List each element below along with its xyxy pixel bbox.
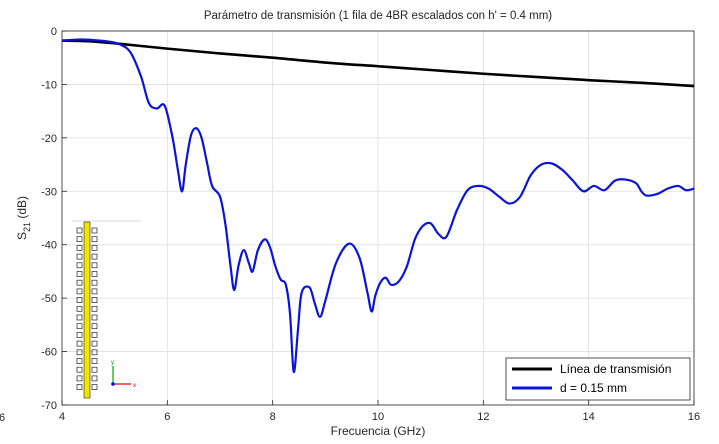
y-tick-label: -20	[41, 133, 57, 145]
inset-resonator	[91, 245, 98, 251]
inset-axis-x-label: x	[133, 383, 136, 389]
inset-resonator	[76, 366, 83, 373]
inset-resonator	[91, 305, 98, 312]
y-tick-label: -50	[41, 293, 57, 305]
series-line-1	[61, 38, 695, 373]
left-clip-label: 6	[0, 412, 5, 424]
inset-resonator	[91, 349, 98, 356]
inset-resonator	[91, 236, 98, 243]
inset-resonator	[76, 375, 83, 382]
grid	[61, 30, 695, 406]
inset-resonator	[91, 332, 98, 338]
x-tick-label: 4	[59, 411, 65, 423]
structure-inset: xy	[72, 220, 141, 399]
x-axis-label: Frecuencia (GHz)	[331, 424, 426, 438]
y-tick-label: -60	[41, 347, 57, 359]
inset-resonator	[76, 297, 83, 303]
inset-strip	[83, 221, 91, 399]
x-tick-label: 14	[583, 411, 595, 423]
inset-resonator	[91, 297, 98, 303]
inset-axis-y-label: y	[111, 360, 114, 366]
inset-resonator	[76, 349, 83, 356]
x-tick-label: 6	[164, 411, 170, 423]
inset-resonator	[76, 262, 83, 269]
legend: Línea de transmisión d = 0.15 mm	[505, 357, 691, 401]
y-axis-label: S21 (dB)	[15, 196, 32, 240]
y-tick-label: -40	[41, 240, 57, 252]
ticks: 4 6 8 10 12 14 16 0 -10 -20 -30 -40 -50 -60 -70	[41, 26, 700, 423]
inset-resonator	[76, 288, 83, 295]
y-tick-label: -30	[41, 186, 57, 198]
legend-box	[505, 357, 691, 401]
y-tick-label: -70	[41, 400, 57, 412]
series-lines	[61, 38, 695, 373]
inset-resonator	[91, 340, 98, 347]
inset-resonator	[76, 236, 83, 243]
inset-resonator	[91, 375, 98, 382]
chart-title: Parámetro de transmisión (1 fila de 4BR …	[204, 10, 552, 22]
inset-resonator	[76, 279, 83, 286]
inset-resonator	[91, 384, 98, 390]
inset-resonator	[91, 358, 98, 364]
inset-resonator	[76, 271, 83, 277]
inset-resonator	[91, 323, 98, 330]
x-tick-label: 12	[477, 411, 489, 423]
x-tick-label: 8	[270, 411, 276, 423]
y-tick-label: 0	[51, 26, 57, 38]
inset-resonator	[91, 314, 98, 321]
inset-resonator	[76, 314, 83, 321]
inset-resonator	[91, 253, 98, 260]
x-tick-label: 10	[372, 411, 384, 423]
inset-resonator	[76, 227, 83, 234]
inset-resonator	[76, 323, 83, 330]
inset-resonator	[76, 253, 83, 260]
inset-resonator	[76, 332, 83, 338]
inset-axis-z	[111, 382, 115, 386]
inset-resonator	[91, 288, 98, 295]
inset-resonator	[76, 305, 83, 312]
inset-resonator	[76, 245, 83, 251]
inset-resonator	[76, 340, 83, 347]
inset-resonator	[76, 358, 83, 364]
inset-resonator	[91, 262, 98, 269]
legend-label-1: d = 0.15 mm	[560, 381, 627, 395]
inset-resonator	[91, 279, 98, 286]
inset-resonator	[76, 384, 83, 390]
legend-label-0: Línea de transmisión	[560, 362, 671, 376]
inset-resonator	[91, 271, 98, 277]
y-tick-label: -10	[41, 79, 57, 91]
x-tick-label: 16	[688, 411, 700, 423]
inset-resonator	[91, 227, 98, 234]
inset-resonator	[91, 366, 98, 373]
